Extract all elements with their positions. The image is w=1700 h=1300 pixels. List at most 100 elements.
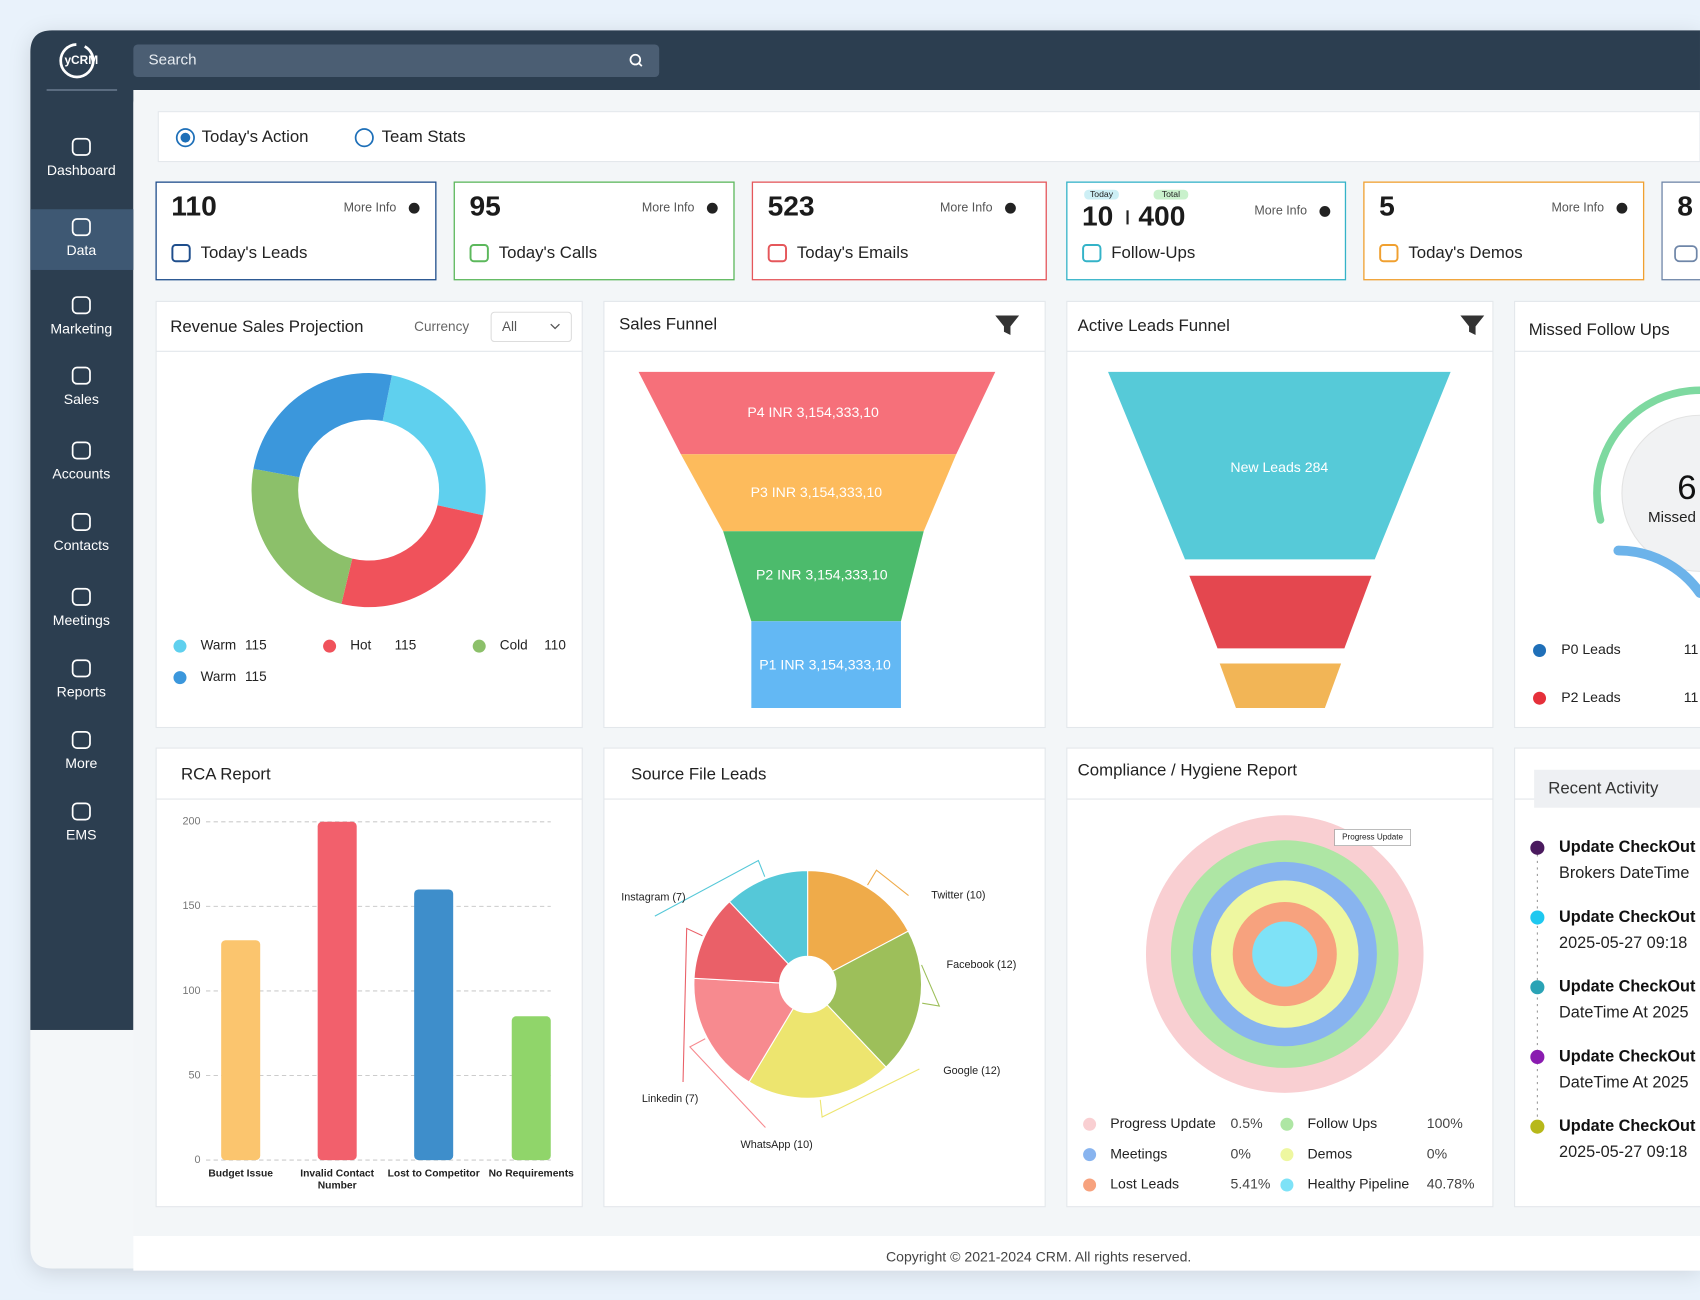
field-label: Currency — [414, 319, 469, 334]
menu-item[interactable]: Data — [66, 242, 96, 258]
bar — [221, 940, 261, 1161]
stat-value: 400 — [1138, 199, 1185, 231]
funnel-stage — [638, 371, 996, 455]
more-info-icon — [1319, 205, 1331, 217]
legend-value: 5.41% — [1231, 1176, 1271, 1192]
legend-value: 11 — [1684, 641, 1699, 657]
search-placeholder[interactable]: Search — [149, 52, 197, 69]
donut-segment — [253, 372, 392, 478]
menu-item[interactable]: Accounts — [52, 466, 110, 482]
legend-label: Meetings — [1110, 1145, 1167, 1161]
x-tick-label: No Requirements — [488, 1167, 574, 1180]
stat-value: 10 — [1082, 199, 1113, 231]
activity-title: Update CheckOut — [1559, 908, 1696, 926]
more-info-link[interactable]: More Info — [1254, 204, 1307, 218]
footer-text: Copyright © 2021-2024 CRM. All rights re… — [886, 1248, 1191, 1264]
legend-dot — [1083, 1117, 1097, 1131]
legend-dot — [1083, 1178, 1097, 1192]
panel-title: Recent Activity — [1548, 779, 1659, 798]
more-info-link[interactable]: More Info — [642, 200, 695, 214]
panel — [155, 300, 583, 729]
stat-label: Today's Demos — [1408, 243, 1522, 262]
donut-segment — [251, 468, 353, 604]
menu-item[interactable]: Marketing — [50, 320, 112, 336]
more-info-link[interactable]: More Info — [344, 200, 397, 214]
pie-slice — [693, 901, 790, 984]
panel-title: Active Leads Funnel — [1078, 316, 1230, 335]
more-info-link[interactable]: More Info — [1551, 200, 1604, 214]
timeline-dot — [1530, 1119, 1545, 1134]
legend-value: 0% — [1427, 1145, 1448, 1161]
activity-title: Update CheckOut — [1559, 1047, 1696, 1065]
tooltip — [1334, 829, 1411, 846]
footer-bar — [133, 1235, 1700, 1271]
menu-item[interactable]: EMS — [66, 827, 97, 843]
stat-value: 110 — [171, 190, 216, 222]
tab[interactable]: Team Stats — [382, 127, 466, 146]
funnel-label: P3 INR 3,154,333,10 — [751, 484, 883, 500]
slice-label: Linkedin (7) — [642, 1093, 699, 1105]
menu-item[interactable]: Reports — [57, 684, 106, 700]
radio-dot — [180, 132, 191, 143]
legend-label: P2 Leads — [1561, 689, 1620, 705]
stat-label: Today's Emails — [797, 243, 909, 262]
chevron — [550, 323, 560, 330]
panel — [1514, 747, 1700, 1208]
pie-slice — [807, 870, 910, 972]
menu-item[interactable]: More — [65, 755, 97, 771]
gauge-arc — [1593, 386, 1700, 524]
radio[interactable] — [175, 128, 195, 148]
stat-value: 523 — [768, 190, 815, 222]
funnel-stage — [680, 454, 957, 532]
radio[interactable] — [354, 128, 374, 148]
menu-item[interactable]: Contacts — [54, 537, 110, 553]
currency-select[interactable] — [490, 311, 572, 343]
funnel-stage — [1108, 371, 1451, 560]
menu-item[interactable]: Meetings — [53, 612, 110, 628]
stat-card — [751, 181, 1047, 281]
badge-text: Today — [1090, 189, 1114, 199]
card-icon — [1674, 245, 1698, 263]
select-value[interactable]: All — [502, 319, 517, 334]
filter-icon[interactable] — [995, 315, 1020, 336]
panel-title: Missed Follow Ups — [1529, 320, 1670, 339]
more-info-icon — [1005, 202, 1016, 214]
legend-label: Lost Leads — [1110, 1176, 1179, 1192]
stat-card — [1363, 181, 1645, 281]
panel-title: Revenue Sales Projection — [170, 317, 363, 336]
tab[interactable]: Today's Action — [202, 127, 309, 146]
menu-icon — [71, 659, 91, 678]
card-icon — [171, 244, 191, 263]
slice-label: Twitter (10) — [931, 889, 985, 901]
menu-icon — [71, 366, 91, 385]
badge — [1084, 189, 1119, 200]
activity-title: Update CheckOut — [1559, 978, 1696, 996]
stat-card — [1661, 181, 1700, 281]
filter-icon[interactable] — [1460, 315, 1485, 336]
panel-title: Sales Funnel — [619, 315, 717, 334]
slice-label: Instagram (7) — [621, 892, 685, 904]
stat-value: 95 — [469, 190, 500, 222]
legend-dot — [173, 639, 187, 653]
x-tick-label: Invalid Contact Number — [300, 1167, 375, 1192]
legend-value: 11 — [1684, 689, 1699, 705]
tab-bar — [157, 111, 1700, 163]
leader-line — [682, 927, 703, 1083]
search-icon — [637, 62, 643, 67]
menu-item[interactable]: Sales — [64, 391, 99, 407]
legend-dot — [1083, 1148, 1097, 1162]
more-info-link[interactable]: More Info — [940, 200, 993, 214]
pie-slice — [826, 930, 923, 1068]
menu-icon — [71, 218, 91, 237]
funnel-label: New Leads 284 — [1230, 459, 1328, 475]
legend-label: Warm — [201, 669, 237, 684]
legend-label: Follow Ups — [1308, 1115, 1378, 1131]
legend-dot — [1280, 1148, 1294, 1162]
card-icon — [767, 244, 788, 263]
legend-label: Demos — [1308, 1145, 1353, 1161]
search-box[interactable] — [133, 44, 660, 77]
menu-item[interactable]: Dashboard — [47, 162, 116, 178]
